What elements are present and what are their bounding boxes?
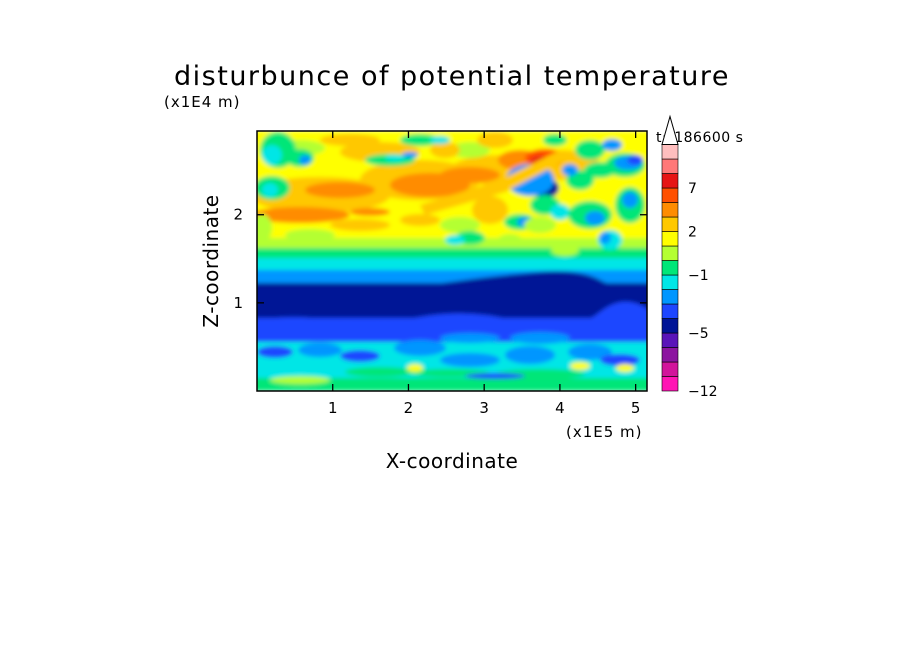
contour-blob [257,346,293,358]
colorbar-bin [661,144,679,160]
colorbar-label: 2 [688,225,697,241]
contour-blob [600,354,640,366]
x-axis-label: X-coordinate [386,449,519,473]
contour-blob [602,139,622,151]
colorbar-extend-arrow [661,114,679,145]
contour-blob [298,343,342,357]
contour-blob [440,217,480,233]
colorbar-bin [661,216,679,232]
contour-blob [450,142,490,158]
contour-blob [305,182,375,198]
contour-blob [524,217,556,233]
contour-blob [562,164,578,176]
contour-blob [400,214,440,226]
contour-blob [440,353,500,367]
contour-field [257,131,647,391]
contour-blob [345,367,415,377]
colorbar-bin [661,187,679,203]
y-unit-label: (x1E4 m) [164,93,241,111]
x-axis: 1 2 3 4 5 [328,131,640,417]
colorbar-bin [661,376,679,392]
contour-blob [505,346,555,364]
colorbar-bin [661,289,679,305]
colorbar-label: −5 [688,326,709,342]
y-axis: 12 [233,206,647,312]
colorbar-bin [661,274,679,290]
contour-blob [465,373,525,379]
contour-band [257,248,647,258]
colorbar-bin [661,245,679,261]
contour-blob [551,244,579,256]
contour-blob [622,192,638,208]
contour-blob [430,136,450,144]
colorbar-bin [661,260,679,276]
contour-blob [340,350,380,362]
colorbar-bin [661,347,679,363]
contour-blob [330,219,390,231]
contour-blob [550,204,570,220]
colorbar-bin [661,173,679,189]
contour-blob [285,229,335,241]
contour-blob [320,134,380,146]
colorbar-bin [661,231,679,247]
contour-blob [262,183,278,197]
x-tick-label: 1 [328,399,338,417]
contour-blob [575,140,605,160]
colorbar-label: 7 [688,181,697,197]
colorbar-bin [661,361,679,377]
contour-blob [385,155,405,161]
contour-blob [262,145,282,165]
contour-blob [627,155,643,165]
contour-blob [510,332,570,344]
contour-blob [440,167,500,183]
x-tick-label: 3 [479,399,489,417]
contour-blob [543,134,567,146]
plot-frame [256,130,648,392]
contour-wave [257,301,647,330]
colorbar-label: −1 [688,268,709,284]
colorbar-bin [661,332,679,348]
contour-blob [350,208,390,216]
y-axis-label: Z-coordinate [199,194,223,327]
colorbar-bin [661,158,679,174]
x-tick-label: 4 [555,399,565,417]
colorbar-bin [661,202,679,218]
contour-blob [394,340,446,356]
contour-blob [568,344,612,360]
contour-blob [472,196,508,224]
x-tick-label: 2 [404,399,414,417]
contour-blob [400,134,440,146]
contour-blob [430,142,460,158]
contour-blob [299,155,311,165]
contour-blob [440,333,500,343]
contour-layers [257,131,647,391]
contour-blob [599,232,611,244]
x-tick-label: 5 [631,399,641,417]
contour-blob [445,235,465,245]
contour-streak [420,150,570,215]
contour-band [257,378,647,391]
contour-blob [407,364,423,372]
contour-blob [477,132,513,148]
contour-blob [270,376,330,384]
colorbar: 7 2 −1 −5 −12 [661,114,718,400]
x-unit-label: (x1E5 m) [566,423,643,441]
chart-title: disturbunce of potential temperature [174,61,730,92]
contour-band [257,258,647,270]
contour-blob [570,362,590,370]
contour-blob [402,152,418,158]
colorbar-bin [661,318,679,334]
colorbar-label: −12 [688,384,718,400]
y-tick-label: 1 [233,294,243,312]
contour-blob [585,211,605,225]
contour-blob [616,364,634,372]
colorbar-bin [661,303,679,319]
contour-wave [257,271,647,300]
y-tick-label: 2 [233,206,243,224]
contour-blob [257,214,272,242]
contour-blob [498,234,522,246]
contour-blob [257,207,350,223]
